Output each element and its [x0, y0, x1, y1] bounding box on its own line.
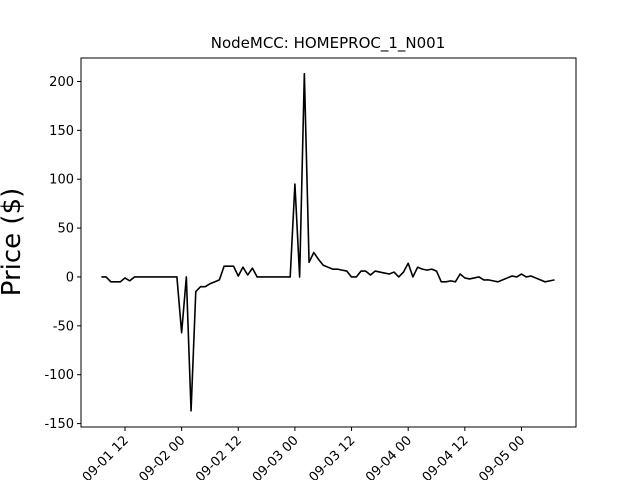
- x-tick-label: 09-02 12: [193, 433, 245, 480]
- y-tick-label: 150: [49, 124, 74, 139]
- data-line: [101, 72, 555, 412]
- y-axis-label: Price ($): [0, 188, 27, 297]
- y-tick-label: 50: [57, 222, 74, 237]
- plot-frame: [80, 57, 577, 428]
- x-tick-label: 09-01 12: [80, 433, 132, 480]
- y-tick-label: 200: [49, 75, 74, 90]
- y-tick-label: 100: [49, 173, 74, 188]
- x-tick-label: 09-04 12: [420, 433, 472, 480]
- x-tick-label: 09-03 00: [250, 433, 302, 480]
- chart-title: NodeMCC: HOMEPROC_1_N001: [211, 34, 446, 53]
- x-tick-label: 09-04 00: [363, 433, 415, 480]
- x-tick-label: 09-03 12: [306, 433, 358, 480]
- y-tick-label: 0: [66, 270, 74, 285]
- y-tick-label: -100: [44, 368, 74, 383]
- y-tick-label: -150: [44, 417, 74, 432]
- x-tick-label: 09-05 00: [476, 433, 528, 480]
- x-tick-label: 09-02 00: [137, 433, 189, 480]
- y-tick-label: -50: [53, 319, 74, 334]
